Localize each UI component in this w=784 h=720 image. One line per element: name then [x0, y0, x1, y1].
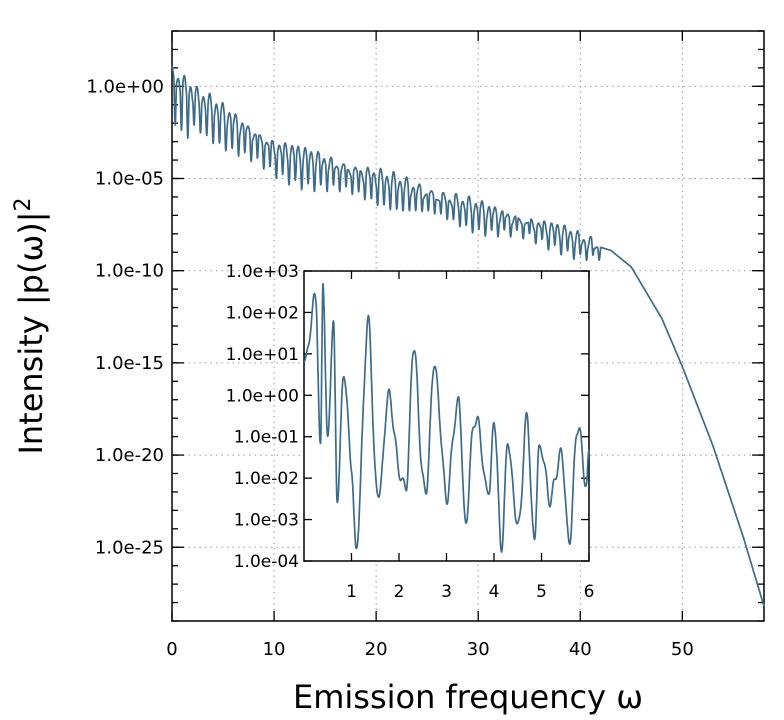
inset-y-tick-label: 1.0e-04 [234, 552, 299, 572]
y-axis-title-text: Intensity |p(ω)| [12, 211, 50, 454]
inset-ticks [304, 270, 590, 562]
main-x-tick-label: 50 [671, 639, 694, 660]
main-x-tick-labels: 0 10 20 30 40 50 [166, 639, 694, 660]
main-y-tick-label: 1.0e-05 [95, 169, 164, 190]
y-axis-title-exponent: 2 [11, 197, 36, 211]
main-x-tick-label: 20 [365, 639, 388, 660]
main-y-tick-label: 1.0e+00 [86, 76, 164, 97]
main-plot: 0 10 20 30 40 50 1.0e+00 1.0e-05 1.0e-10 1.0e-15… [86, 30, 765, 660]
main-series-line [171, 65, 765, 607]
inset-y-tick-label: 1.0e+02 [226, 303, 299, 323]
main-ticks [171, 30, 764, 622]
inset-y-tick-labels: 1.0e+03 1.0e+02 1.0e+01 1.0e+00 1.0e-01 1.0e-… [226, 262, 299, 572]
main-x-tick-label: 0 [166, 639, 177, 660]
inset-background [304, 271, 589, 561]
inset-x-tick-labels: 1 2 3 4 5 6 [346, 582, 594, 602]
main-x-tick-label: 10 [263, 639, 286, 660]
inset-x-tick-label: 3 [441, 582, 452, 602]
inset-plot: 1 2 3 4 5 6 1.0e+03 1.0e+02 1.0e+01 1.0e+00 1.0e-… [226, 262, 595, 602]
inset-x-tick-label: 2 [394, 582, 405, 602]
inset-y-tick-label: 1.0e+01 [226, 345, 299, 365]
main-y-tick-label: 1.0e-20 [95, 445, 164, 466]
inset-y-tick-label: 1.0e+03 [226, 262, 299, 282]
inset-series-line [303, 282, 590, 553]
x-axis-title: Emission frequency ω [293, 678, 643, 716]
inset-y-tick-label: 1.0e-02 [234, 469, 299, 489]
main-y-tick-label: 1.0e-25 [95, 537, 164, 558]
inset-x-tick-label: 4 [489, 582, 500, 602]
main-x-tick-label: 30 [467, 639, 490, 660]
main-y-tick-label: 1.0e-15 [95, 353, 164, 374]
main-y-tick-labels: 1.0e+00 1.0e-05 1.0e-10 1.0e-15 1.0e-20 1.0e-… [86, 76, 164, 558]
y-axis-title: Intensity |p(ω)|2 [11, 197, 50, 454]
main-x-tick-label: 40 [569, 639, 592, 660]
main-y-tick-label: 1.0e-10 [95, 261, 164, 282]
inset-y-tick-label: 1.0e-01 [234, 428, 299, 448]
inset-x-tick-label: 5 [536, 582, 547, 602]
inset-x-tick-label: 1 [346, 582, 357, 602]
inset-x-tick-label: 6 [584, 582, 595, 602]
inset-y-tick-label: 1.0e+00 [226, 386, 299, 406]
inset-y-tick-label: 1.0e-03 [234, 511, 299, 531]
